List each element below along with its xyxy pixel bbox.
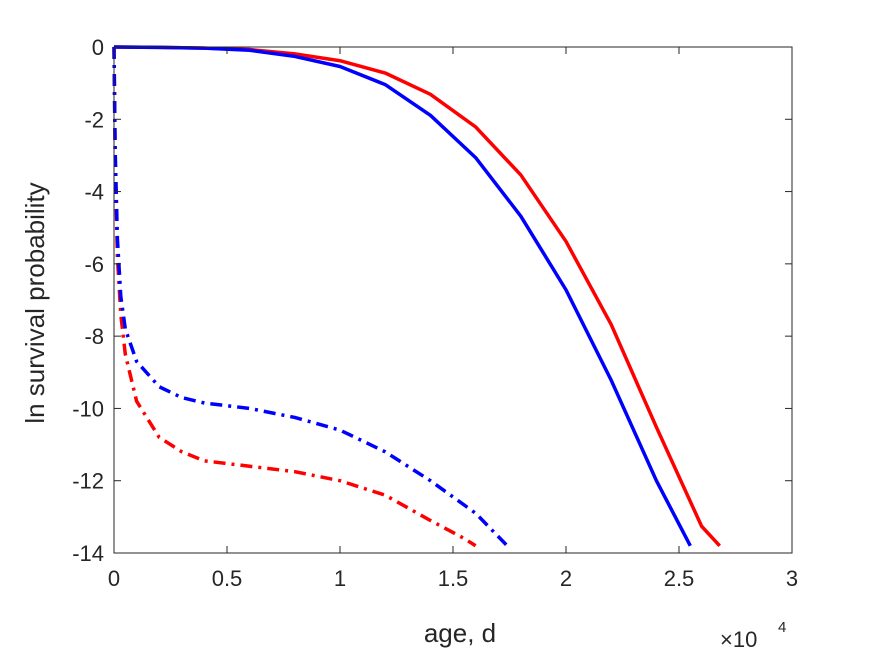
x-exponent-base: ×10 (720, 627, 757, 652)
series-line-1 (113, 45, 692, 547)
x-tick-label-3: 1.5 (438, 566, 469, 591)
ticks-layer: 0 0.5 1 1.5 2 2.5 3 0 -2 -4 -6 -8 -10 -12 -14 (72, 35, 798, 591)
series-layer (112, 45, 721, 548)
series-line-2 (112, 46, 477, 548)
y-tick-label-4: -8 (84, 324, 104, 349)
series-line-3 (112, 46, 509, 547)
y-tick-label-6: -12 (72, 469, 104, 494)
axes-layer (113, 46, 793, 554)
y-tick-label-2: -4 (84, 180, 104, 205)
y-tick-label-0: 0 (92, 35, 104, 60)
x-tick-label-5: 2.5 (664, 566, 695, 591)
x-tick-label-0: 0 (108, 566, 120, 591)
y-tick-label-3: -6 (84, 252, 104, 277)
y-tick-label-5: -10 (72, 396, 104, 421)
x-exponent-power: 4 (778, 619, 786, 636)
x-tick-label-4: 2 (560, 566, 572, 591)
x-tick-label-1: 0.5 (212, 566, 243, 591)
x-tick-label-2: 1 (334, 566, 346, 591)
y-tick-label-1: -2 (84, 107, 104, 132)
x-axis-label: age, d (424, 618, 496, 648)
x-tick-label-6: 3 (786, 566, 798, 591)
plot-frame (113, 46, 793, 554)
y-axis-label: ln survival probability (20, 182, 50, 423)
y-tick-label-7: -14 (72, 541, 104, 566)
